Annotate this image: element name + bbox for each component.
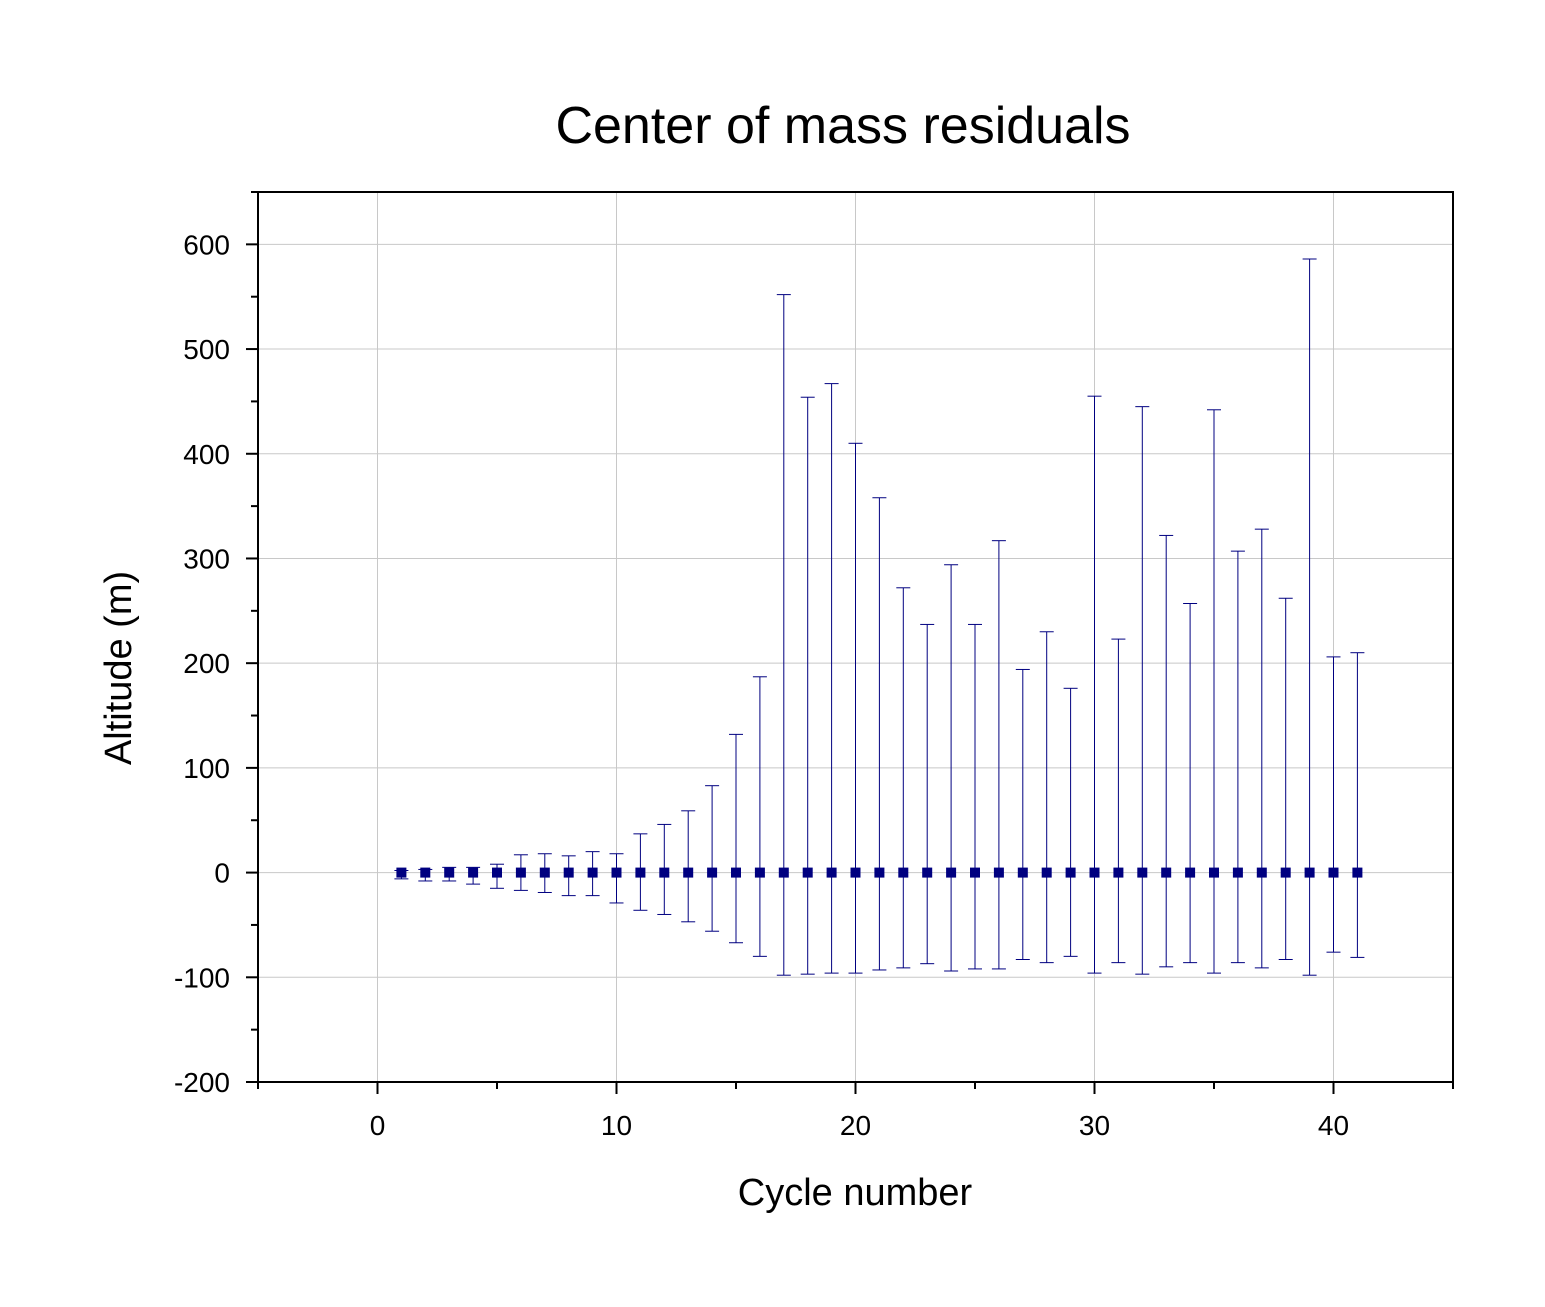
- data-point: [707, 867, 718, 878]
- data-point: [826, 867, 837, 878]
- x-axis-label: Cycle number: [738, 1172, 973, 1214]
- y-tick-label: 100: [183, 753, 230, 784]
- data-point: [1017, 867, 1028, 878]
- data-point: [492, 867, 502, 878]
- y-tick-label: 300: [183, 543, 230, 574]
- x-tick-label: 10: [601, 1110, 632, 1141]
- y-tick-label: -200: [174, 1067, 230, 1098]
- data-point: [1304, 867, 1315, 878]
- data-point: [731, 867, 741, 878]
- data-point: [468, 867, 479, 878]
- data-point: [420, 867, 431, 878]
- data-point: [1137, 867, 1148, 878]
- data-point: [874, 867, 885, 878]
- data-point: [396, 867, 407, 878]
- data-point: [635, 867, 646, 878]
- data-point: [1280, 867, 1291, 878]
- x-tick-label: 30: [1079, 1110, 1110, 1141]
- data-point: [1209, 867, 1219, 878]
- data-point: [754, 867, 765, 878]
- y-axis-label: Altitude (m): [98, 571, 140, 765]
- data-point: [1113, 867, 1124, 878]
- data-point: [1328, 867, 1339, 878]
- data-point: [683, 867, 694, 878]
- data-point: [611, 867, 622, 878]
- data-point: [850, 867, 861, 878]
- data-point: [515, 867, 526, 878]
- data-point: [922, 867, 933, 878]
- data-point: [1089, 867, 1100, 878]
- data-point: [563, 867, 574, 878]
- y-tick-label: 200: [183, 648, 230, 679]
- data-point: [993, 867, 1004, 878]
- data-point: [1352, 867, 1363, 878]
- y-tick-label: 0: [214, 858, 230, 889]
- y-tick-label: 500: [183, 334, 230, 365]
- y-tick-label: 400: [183, 439, 230, 470]
- data-point: [1041, 867, 1052, 878]
- x-tick-label: 20: [840, 1110, 871, 1141]
- x-tick-label: 40: [1318, 1110, 1349, 1141]
- data-point: [1232, 867, 1243, 878]
- chart-title: Center of mass residuals: [555, 97, 1130, 155]
- data-point: [1256, 867, 1267, 878]
- data-point: [539, 867, 550, 878]
- x-tick-label: 0: [370, 1110, 386, 1141]
- data-point: [587, 867, 598, 878]
- data-point: [946, 867, 957, 878]
- data-point: [1161, 867, 1172, 878]
- data-point: [778, 867, 789, 878]
- y-tick-label: -100: [174, 962, 230, 993]
- data-point: [970, 867, 980, 878]
- data-point: [1065, 867, 1076, 878]
- data-point: [659, 867, 670, 878]
- axis-ticks: 0 10 20 30 40 -200 -100 0 100 200 300 400 500 600: [174, 191, 1454, 1141]
- data-series: [394, 258, 1365, 976]
- data-point: [1185, 867, 1196, 878]
- data-point: [802, 867, 813, 878]
- y-tick-label: 600: [183, 229, 230, 260]
- data-point: [444, 867, 455, 878]
- data-point: [898, 867, 909, 878]
